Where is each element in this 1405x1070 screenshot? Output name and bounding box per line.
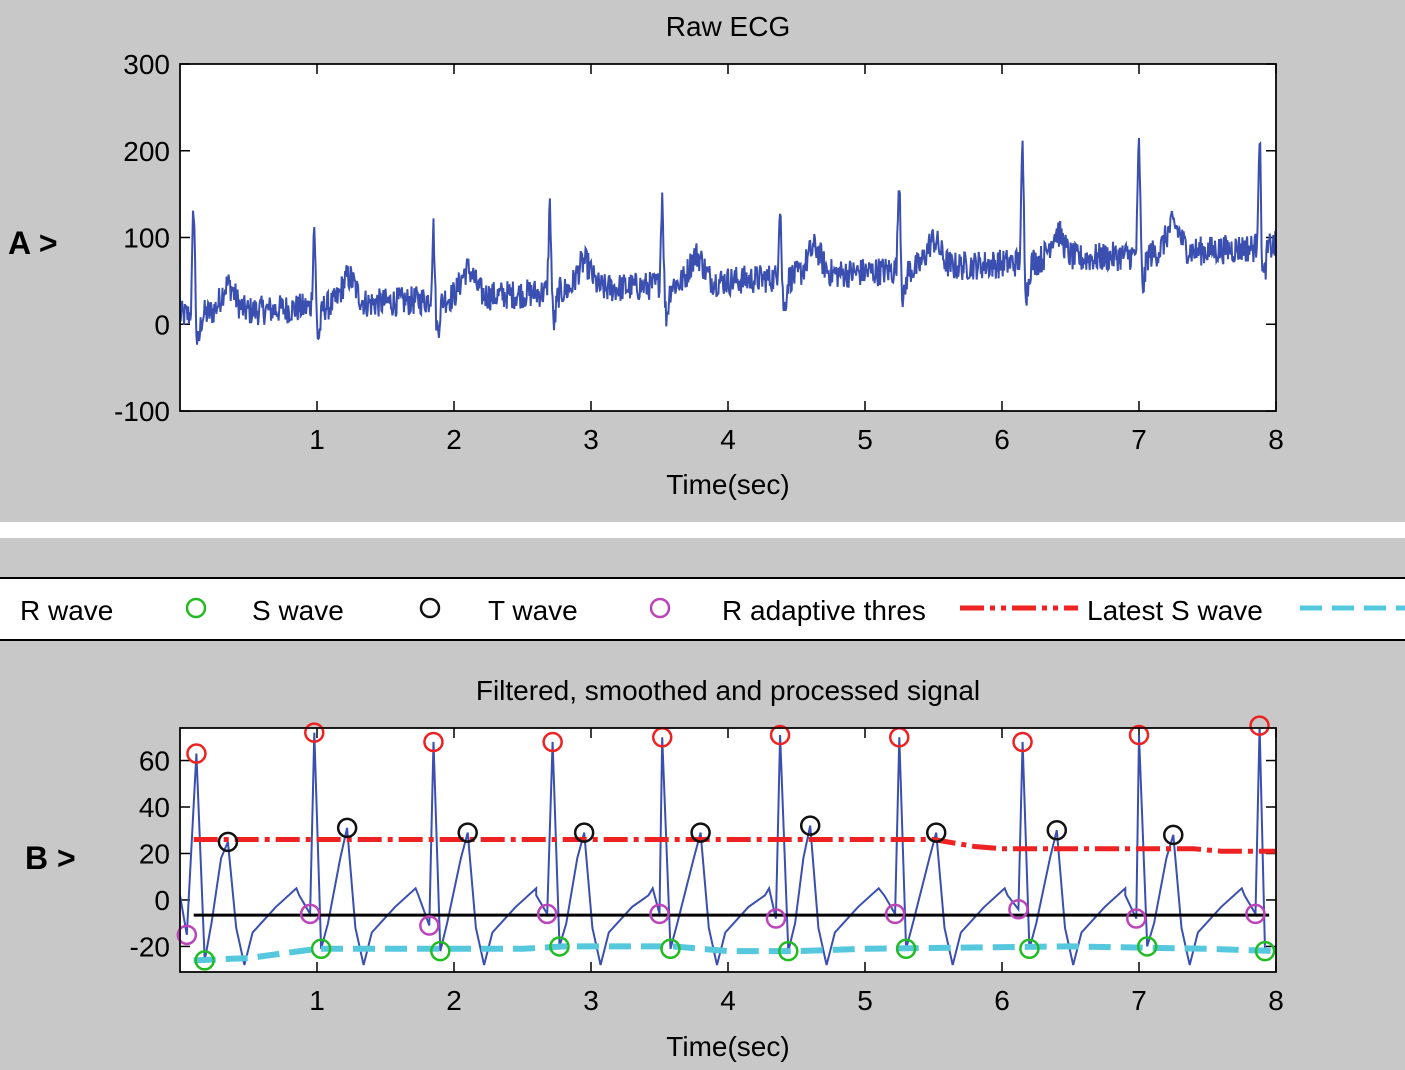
- t-wave-marker-1: [217, 831, 239, 853]
- q-point-marker-10: [1245, 903, 1266, 925]
- q-point-marker-9: [1126, 908, 1147, 929]
- legend-marker-1: [185, 597, 207, 619]
- s-wave-marker-10: [1254, 940, 1276, 962]
- legend-box: [0, 577, 1405, 641]
- chart-b-xtick-label-4: 4: [720, 985, 736, 1016]
- chart-a-ecg-trace: [180, 137, 1276, 345]
- r-wave-marker-9: [1128, 724, 1150, 746]
- panel-b-tag: B >: [25, 840, 76, 876]
- r-wave-marker-8: [1012, 731, 1033, 753]
- legend-marker-3: [649, 597, 671, 619]
- chart-b-adaptive-threshold: [193, 837, 1276, 854]
- chart-b-xtick-label-5: 5: [857, 985, 873, 1016]
- s-wave-marker-7: [895, 938, 917, 960]
- s-wave-marker-9: [1136, 936, 1158, 957]
- legend-label-4: R adaptive thres: [722, 595, 926, 626]
- chart-b-xtick-label-2: 2: [446, 985, 462, 1016]
- t-wave-marker-9: [1163, 824, 1184, 846]
- chart-a-xtick-label-3: 3: [583, 424, 599, 455]
- s-wave-marker-2: [310, 938, 332, 960]
- s-wave-marker-1: [194, 950, 215, 971]
- chart-a-ytick-label-3: 100: [123, 223, 170, 254]
- r-wave-marker-10: [1249, 715, 1270, 736]
- chart-b-ytick-label-4: 0: [154, 885, 170, 916]
- panel-b: B > Filtered, smoothed and processed sig…: [25, 675, 1284, 1062]
- chart-b-xtick-label-7: 7: [1131, 985, 1147, 1016]
- chart-b-xlabel: Time(sec): [666, 1031, 789, 1062]
- r-wave-marker-6: [769, 724, 791, 746]
- chart-b-plot-area: [179, 727, 1277, 973]
- q-point-marker-1: [176, 924, 198, 946]
- chart-a-ytick-label-5: -100: [114, 396, 170, 427]
- panel-a-tag: A >: [8, 225, 58, 261]
- r-wave-marker-4: [542, 731, 563, 753]
- panel-separator: [0, 522, 1405, 538]
- chart-a-xtick-label-8: 8: [1268, 424, 1284, 455]
- chart-b-series-group: [180, 728, 1276, 966]
- chart-b-ytick-label-1: 60: [139, 746, 170, 777]
- legend: R wave S wave T wave R adaptive thres Latest…: [0, 577, 1405, 641]
- t-wave-marker-7: [925, 822, 947, 843]
- chart-b-xtick-label-6: 6: [994, 985, 1010, 1016]
- chart-b-title: Filtered, smoothed and processed signal: [476, 675, 980, 706]
- chart-a-xtick-label-2: 2: [446, 424, 462, 455]
- r-wave-marker-1: [186, 743, 207, 764]
- s-wave-marker-8: [1019, 938, 1040, 960]
- legend-label-2: S wave: [252, 595, 344, 626]
- r-wave-marker-2: [304, 722, 325, 743]
- s-wave-marker-4: [549, 936, 570, 957]
- q-point-marker-5: [649, 903, 670, 925]
- t-wave-marker-4: [573, 822, 595, 843]
- chart-b-xtick-label-1: 1: [309, 985, 325, 1016]
- chart-a-xtick-label-4: 4: [720, 424, 736, 455]
- s-wave-marker-5: [660, 938, 681, 960]
- chart-a-xtick-label-7: 7: [1131, 424, 1147, 455]
- s-wave-marker-3: [430, 940, 451, 962]
- chart-a-frame: [179, 63, 1277, 412]
- t-wave-marker-2: [336, 817, 358, 839]
- q-point-marker-3: [419, 915, 440, 936]
- q-point-marker-7: [884, 903, 906, 925]
- t-wave-marker-3: [457, 822, 478, 843]
- chart-a-xtick-label-1: 1: [309, 424, 325, 455]
- q-point-marker-2: [299, 903, 321, 925]
- chart-b-ytick-label-5: -20: [130, 931, 170, 962]
- panel-a: A > Raw ECG 300 200 100 0 -100 1 2 3 4 5 6 7 8 Time…: [8, 11, 1284, 500]
- chart-a-xlabel: Time(sec): [666, 469, 789, 500]
- chart-a-ytick-label-2: 200: [123, 136, 170, 167]
- s-wave-marker-6: [778, 940, 799, 962]
- q-point-marker-4: [536, 903, 558, 925]
- chart-a-plot-area: [179, 63, 1277, 412]
- chart-b-frame: [179, 727, 1277, 973]
- chart-a-ytick-label-1: 300: [123, 49, 170, 80]
- chart-b-xtick-label-8: 8: [1268, 985, 1284, 1016]
- chart-b-ytick-label-2: 40: [139, 792, 170, 823]
- legend-marker-2: [419, 597, 441, 619]
- t-wave-marker-5: [690, 822, 711, 843]
- legend-label-1: R wave: [20, 595, 113, 626]
- q-point-marker-6: [765, 908, 787, 929]
- chart-b-xtick-label-3: 3: [583, 985, 599, 1016]
- r-wave-marker-3: [423, 731, 444, 753]
- legend-label-5: Latest S wave: [1087, 595, 1263, 626]
- chart-a-ytick-label-4: 0: [154, 309, 170, 340]
- q-point-marker-8: [1008, 899, 1029, 920]
- chart-b-ytick-label-3: 20: [139, 838, 170, 869]
- chart-a-title: Raw ECG: [666, 11, 790, 42]
- t-wave-marker-6: [799, 815, 821, 836]
- chart-a-xtick-label-5: 5: [857, 424, 873, 455]
- legend-label-3: T wave: [488, 595, 578, 626]
- t-wave-marker-8: [1046, 819, 1068, 841]
- chart-a-xtick-label-6: 6: [994, 424, 1010, 455]
- chart-b-latest-s-wave: [193, 943, 1276, 964]
